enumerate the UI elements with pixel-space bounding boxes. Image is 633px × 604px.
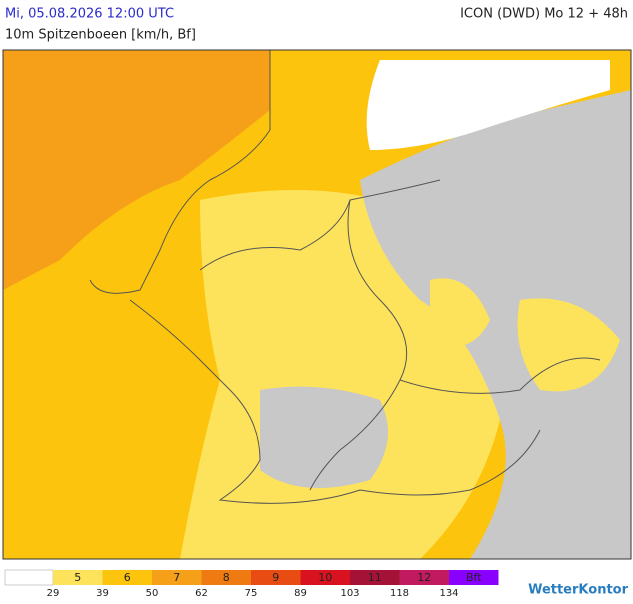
legend-label: 8 bbox=[223, 571, 230, 584]
threshold-label: 134 bbox=[439, 588, 458, 599]
datetime: Mi, 05.08.2026 12:00 UTC bbox=[5, 7, 174, 22]
legend-label: Bft bbox=[466, 571, 482, 584]
legend-cell-empty bbox=[4, 569, 54, 586]
threshold-label: 75 bbox=[245, 588, 258, 599]
map bbox=[2, 49, 632, 560]
legend-cell bbox=[300, 570, 350, 585]
legend-cell bbox=[399, 570, 449, 585]
legend-label: 5 bbox=[74, 571, 81, 584]
brand-logo: WetterKontor bbox=[528, 583, 629, 598]
model-run: ICON (DWD) Mo 12 + 48h bbox=[460, 7, 628, 22]
legend-cell bbox=[102, 570, 152, 585]
threshold-label: 39 bbox=[96, 588, 109, 599]
legend-label: 11 bbox=[368, 571, 382, 584]
legend-label: 12 bbox=[417, 571, 431, 584]
legend-cell bbox=[201, 570, 251, 585]
legend-label: 7 bbox=[173, 571, 180, 584]
map-title: 10m Spitzenboeen [km/h, Bf] bbox=[5, 28, 196, 43]
threshold-label: 118 bbox=[390, 588, 409, 599]
legend-cell bbox=[53, 570, 103, 585]
legend-label: 10 bbox=[318, 571, 332, 584]
threshold-label: 29 bbox=[47, 588, 60, 599]
threshold-label: 89 bbox=[294, 588, 307, 599]
legend-cell bbox=[251, 570, 301, 585]
threshold-label: 62 bbox=[195, 588, 208, 599]
legend-label: 6 bbox=[124, 571, 131, 584]
threshold-label: 50 bbox=[146, 588, 159, 599]
threshold-label: 103 bbox=[340, 588, 359, 599]
legend-cell bbox=[152, 570, 202, 585]
legend-cell bbox=[449, 570, 499, 585]
legend-label: 9 bbox=[272, 571, 279, 584]
legend-cell bbox=[350, 570, 400, 585]
